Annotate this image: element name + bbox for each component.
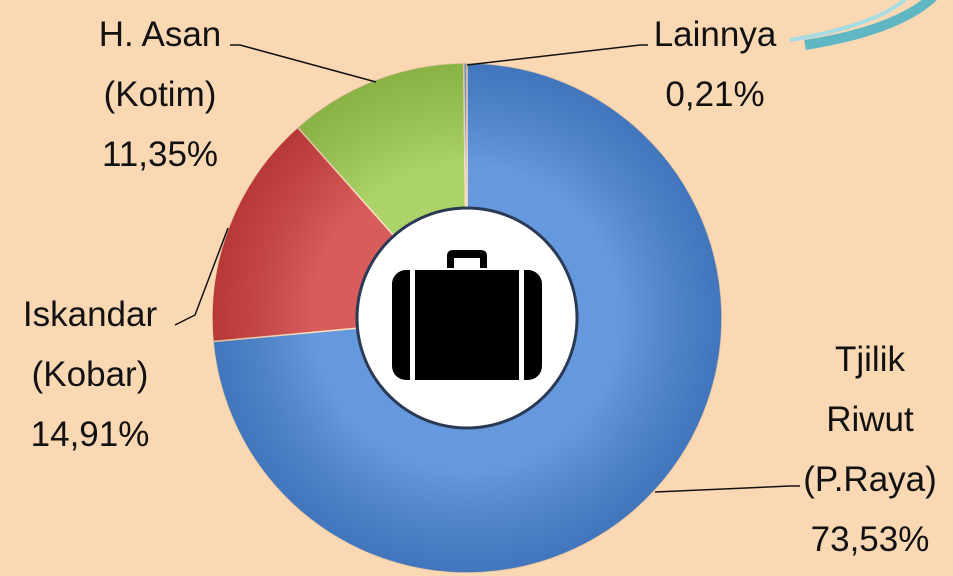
- value-label: 73,53%: [810, 520, 930, 559]
- decor-arc: [789, 0, 908, 42]
- suitcase-icon: [392, 250, 542, 380]
- slice-label: Iskandar (Kobar) 14,91%: [10, 285, 170, 465]
- leader-line: [466, 44, 648, 66]
- category-label: Tjilik Riwut (P.Raya): [803, 340, 937, 499]
- value-label: 11,35%: [101, 135, 219, 174]
- category-label: Iskandar (Kobar): [22, 295, 158, 394]
- value-label: 14,91%: [30, 415, 150, 454]
- leader-line: [174, 227, 229, 326]
- leader-lines: [174, 44, 800, 493]
- slice-label: Tjilik Riwut (P.Raya) 73,53%: [790, 330, 950, 570]
- leader-line: [230, 44, 377, 83]
- category-label: H. Asan (Kotim): [98, 15, 222, 114]
- slice-label: Lainnya 0,21%: [635, 5, 795, 125]
- slice-label: H. Asan (Kotim) 11,35%: [80, 5, 240, 185]
- value-label: 0,21%: [665, 75, 765, 114]
- category-label: Lainnya: [653, 15, 777, 54]
- leader-line: [654, 485, 800, 493]
- decor-arc: [804, 0, 937, 50]
